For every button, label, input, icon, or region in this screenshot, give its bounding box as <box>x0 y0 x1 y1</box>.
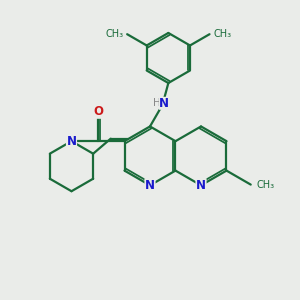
Text: N: N <box>159 97 169 110</box>
Text: CH₃: CH₃ <box>106 29 124 39</box>
Text: N: N <box>145 179 155 192</box>
Text: CH₃: CH₃ <box>213 29 231 39</box>
Text: CH₃: CH₃ <box>256 180 274 190</box>
Text: N: N <box>196 179 206 192</box>
Text: O: O <box>93 105 103 118</box>
Text: N: N <box>67 135 76 148</box>
Text: H: H <box>153 98 161 108</box>
